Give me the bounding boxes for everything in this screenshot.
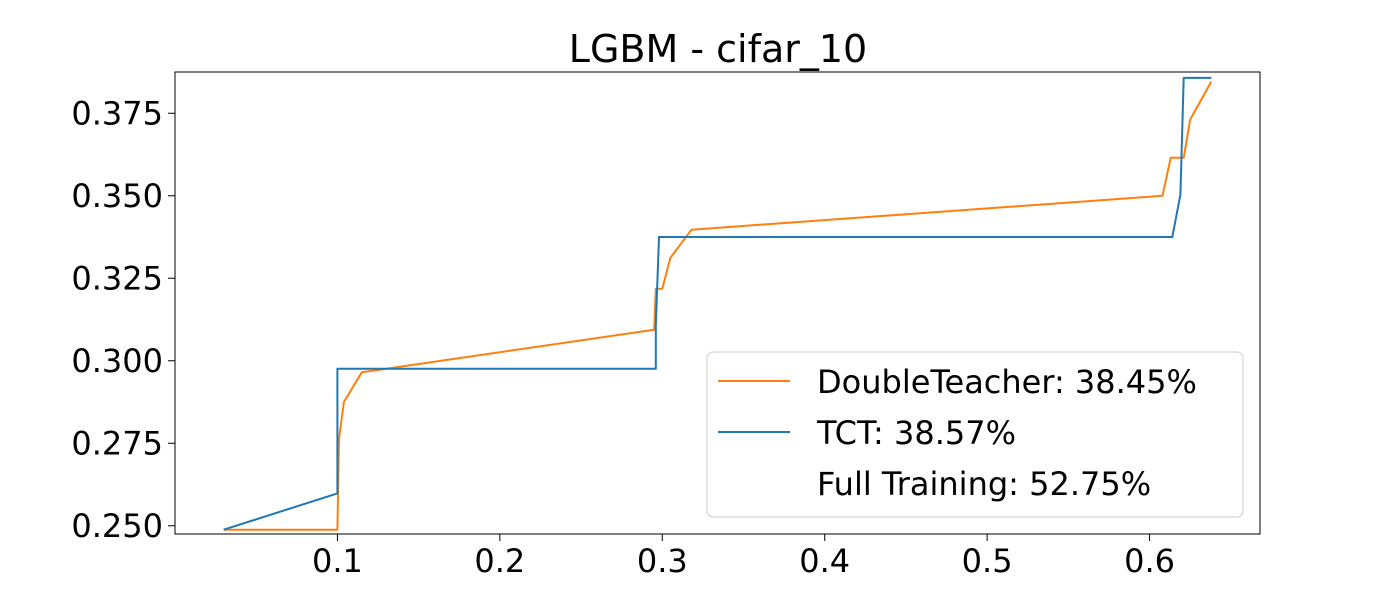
legend: DoubleTeacher: 38.45% TCT: 38.57% Full Tra… (706, 351, 1244, 518)
legend-box (706, 351, 1244, 518)
chart-title: LGBM - cifar_10 (569, 27, 867, 71)
y-tick-label: 0.275 (71, 424, 163, 462)
y-tick-label: 0.350 (71, 177, 163, 215)
plot-area-frame (174, 71, 1261, 535)
y-axis: 0.250 0.275 0.300 0.325 0.350 0.375 (71, 94, 175, 545)
y-tick-label: 0.300 (71, 342, 163, 380)
y-tick-label: 0.250 (71, 507, 163, 545)
x-axis: 0.1 0.2 0.3 0.4 0.5 0.6 (312, 534, 1175, 580)
x-tick-label: 0.5 (962, 542, 1013, 580)
legend-label: Full Training: 52.75% (817, 465, 1151, 503)
x-tick-label: 0.2 (474, 542, 525, 580)
x-tick-label: 0.4 (799, 542, 850, 580)
y-tick-label: 0.375 (71, 94, 163, 132)
x-tick-label: 0.1 (312, 542, 363, 580)
y-tick-label: 0.325 (71, 259, 163, 297)
legend-label: DoubleTeacher: 38.45% (817, 363, 1197, 401)
series-line (223, 76, 1212, 531)
series-line (223, 81, 1213, 531)
x-tick-label: 0.3 (637, 542, 688, 580)
x-tick-label: 0.6 (1124, 542, 1175, 580)
series-layer (223, 76, 1213, 531)
legend-label: TCT: 38.57% (816, 414, 1016, 452)
